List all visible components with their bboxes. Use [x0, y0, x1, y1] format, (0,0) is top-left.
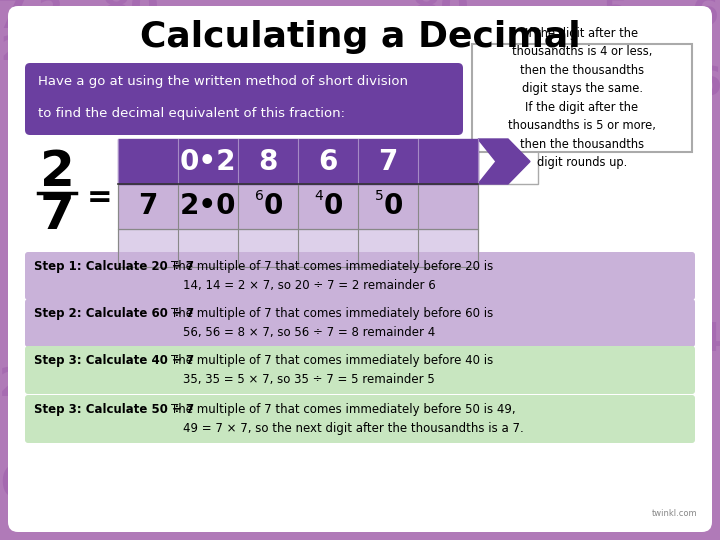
Text: 7: 7: [378, 147, 397, 176]
Text: 6: 6: [0, 463, 30, 507]
Text: 80: 80: [411, 0, 469, 31]
Text: 5: 5: [374, 190, 383, 204]
Text: 4: 4: [695, 321, 720, 359]
Text: The multiple of 7 that comes immediately before 50 is 49,: The multiple of 7 that comes immediately…: [171, 403, 516, 416]
Text: 14, 14 = 2 × 7, so 20 ÷ 7 = 2 remainder 6: 14, 14 = 2 × 7, so 20 ÷ 7 = 2 remainder …: [183, 279, 436, 292]
Text: =: =: [87, 184, 113, 213]
Text: 6: 6: [255, 190, 264, 204]
Text: -: -: [538, 0, 552, 29]
FancyBboxPatch shape: [25, 252, 695, 300]
FancyBboxPatch shape: [25, 63, 463, 135]
Text: to find the decimal equivalent of this fraction:: to find the decimal equivalent of this f…: [38, 107, 345, 120]
Text: 2•0: 2•0: [180, 192, 236, 220]
Text: Have a go at using the written method of short division: Have a go at using the written method of…: [38, 76, 408, 89]
Text: 2: 2: [73, 502, 96, 535]
Text: 56, 56 = 8 × 7, so 56 ÷ 7 = 8 remainder 4: 56, 56 = 8 × 7, so 56 ÷ 7 = 8 remainder …: [183, 326, 436, 339]
Text: 2: 2: [683, 468, 708, 502]
Polygon shape: [478, 139, 530, 184]
Text: 2: 2: [40, 148, 74, 196]
Text: 2: 2: [0, 366, 26, 404]
Text: 7: 7: [0, 0, 27, 37]
Text: 2: 2: [37, 0, 63, 29]
Text: The multiple of 7 that comes immediately before 60 is: The multiple of 7 that comes immediately…: [171, 307, 493, 320]
FancyBboxPatch shape: [25, 346, 695, 394]
Text: 4: 4: [315, 190, 323, 204]
Text: 49 = 7 × 7, so the next digit after the thousandths is a 7.: 49 = 7 × 7, so the next digit after the …: [183, 422, 524, 435]
Text: 0: 0: [323, 192, 343, 220]
Text: 6: 6: [695, 66, 720, 104]
Text: Calculating a Decimal: Calculating a Decimal: [140, 20, 580, 54]
Text: 0: 0: [383, 192, 402, 220]
Text: 7: 7: [138, 192, 158, 220]
Text: 80: 80: [101, 0, 159, 31]
Text: Step 2: Calculate 60 ÷ 7: Step 2: Calculate 60 ÷ 7: [34, 307, 194, 320]
Text: The multiple of 7 that comes immediately before 40 is: The multiple of 7 that comes immediately…: [171, 354, 493, 367]
Text: 7: 7: [667, 501, 693, 535]
Text: -: -: [213, 0, 227, 29]
Text: 8: 8: [258, 147, 278, 176]
Text: 2: 2: [1, 33, 24, 66]
Text: 35, 35 = 5 × 7, so 35 ÷ 7 = 5 remainder 5: 35, 35 = 5 × 7, so 35 ÷ 7 = 5 remainder …: [183, 373, 435, 386]
Text: 7: 7: [40, 191, 74, 239]
Text: If the digit after the
thousandths is 4 or less,
then the thousandths
digit stay: If the digit after the thousandths is 4 …: [508, 27, 656, 169]
Bar: [478, 139, 538, 184]
Text: Step 3: Calculate 40 ÷ 7: Step 3: Calculate 40 ÷ 7: [34, 354, 194, 367]
Text: 5: 5: [603, 0, 628, 29]
FancyBboxPatch shape: [472, 44, 692, 152]
FancyBboxPatch shape: [8, 6, 712, 532]
Text: twinkl.com: twinkl.com: [652, 509, 697, 518]
Text: 0: 0: [264, 192, 283, 220]
FancyBboxPatch shape: [25, 299, 695, 347]
Text: 6: 6: [318, 147, 338, 176]
Polygon shape: [118, 139, 478, 184]
Text: 6: 6: [691, 0, 719, 34]
Text: 0•2: 0•2: [180, 147, 236, 176]
Bar: [118, 184, 478, 229]
Text: Step 1: Calculate 20 ÷ 7: Step 1: Calculate 20 ÷ 7: [34, 260, 194, 273]
FancyBboxPatch shape: [25, 395, 695, 443]
Text: Step 3: Calculate 50 ÷ 7: Step 3: Calculate 50 ÷ 7: [34, 403, 194, 416]
Text: 80: 80: [559, 490, 621, 534]
Bar: [118, 229, 478, 267]
Text: The multiple of 7 that comes immediately before 20 is: The multiple of 7 that comes immediately…: [171, 260, 493, 273]
